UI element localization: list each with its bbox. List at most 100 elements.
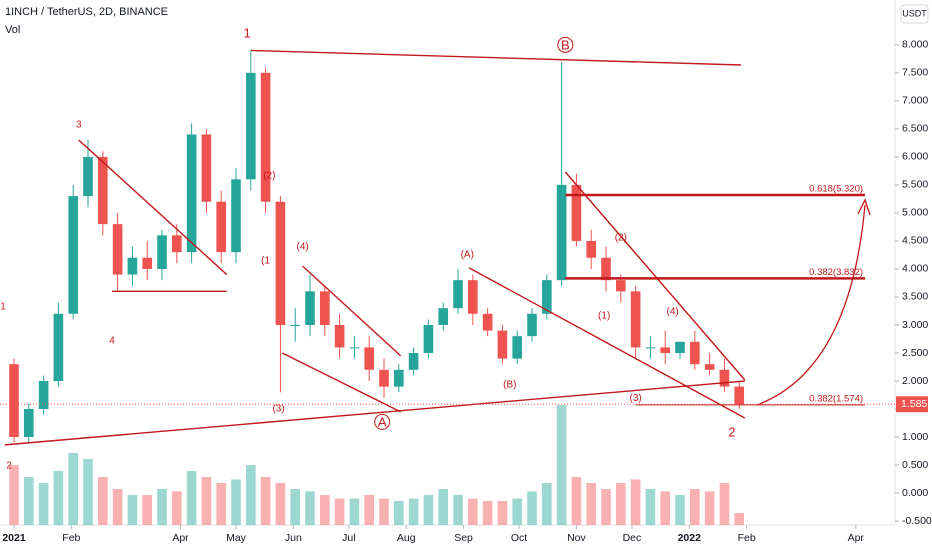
wave-label: (3) [630, 393, 642, 404]
currency-box[interactable] [900, 4, 929, 24]
candle-body [616, 280, 626, 292]
y-tick-label: 3.000 [902, 319, 928, 331]
wave-label: (4) [296, 242, 308, 253]
volume-bar [364, 495, 375, 525]
volume-layer [9, 405, 745, 525]
candle-body [112, 224, 123, 275]
y-tick-label: 4.000 [902, 263, 928, 275]
volume-bar [112, 489, 123, 525]
y-tick-label: 5.500 [902, 179, 928, 191]
volume-bar [497, 501, 508, 525]
candle-body [734, 386, 745, 405]
candle-body [364, 347, 375, 370]
candle-body [482, 313, 493, 331]
volume-bar [453, 495, 463, 525]
y-tick-label: 4.500 [902, 235, 928, 247]
wave-label: 3 [76, 119, 82, 130]
trendline [564, 171, 746, 381]
candle-body [231, 179, 241, 253]
wave-label: (1 [261, 256, 270, 267]
candle-body [9, 364, 19, 438]
candle-body [719, 369, 730, 387]
candle-body [512, 336, 523, 359]
volume-bar [675, 495, 685, 525]
volume-bar [571, 477, 582, 525]
y-tick-label: 0.000 [902, 487, 928, 499]
candle-body [68, 196, 79, 314]
candle-body [497, 330, 508, 359]
volume-bar [468, 498, 478, 525]
volume-bar [83, 459, 93, 525]
trendline [250, 49, 742, 66]
volume-bar [690, 489, 700, 525]
x-tick-label: Apr [848, 532, 865, 544]
volume-bar [68, 453, 79, 525]
x-tick-label: May [226, 532, 247, 544]
candle-body [571, 184, 582, 241]
wave-label: (3) [272, 404, 284, 415]
candle-body [97, 156, 108, 225]
candle-body [127, 257, 138, 275]
trendline [4, 380, 745, 446]
volume-bar [423, 495, 434, 525]
volume-bar [482, 501, 493, 525]
candle-layer [9, 50, 745, 443]
x-tick-label: 2021 [2, 532, 26, 544]
volume-bar [275, 483, 286, 525]
candle-body [394, 369, 404, 387]
candle-body [690, 341, 700, 365]
wave-label: (1) [598, 311, 610, 322]
volume-bar [260, 477, 271, 525]
volume-bar [704, 491, 715, 525]
volume-bar [53, 471, 64, 525]
volume-bar [171, 491, 182, 525]
y-tick-label: 6.500 [902, 123, 928, 135]
x-tick-label: Nov [567, 532, 586, 544]
volume-bar [616, 483, 626, 525]
wave-label: 4 [109, 336, 115, 347]
trendline [78, 139, 228, 276]
volume-bar [246, 465, 256, 525]
trendline [281, 352, 401, 413]
y-tick-label: -0.500 [902, 515, 932, 527]
volume-bar [231, 479, 241, 525]
candle-body [453, 280, 463, 309]
volume-bar [9, 465, 19, 525]
x-tick-label: Jun [285, 532, 302, 544]
x-tick-label: Sep [454, 532, 473, 544]
y-tick-label: 5.000 [902, 207, 928, 219]
last-price-tag [896, 396, 928, 413]
volume-bar [23, 477, 34, 525]
volume-bar [216, 483, 227, 525]
candle-body [408, 352, 419, 370]
currency-label[interactable]: USDT [902, 8, 927, 18]
volume-bar [127, 495, 138, 525]
volume-bar [512, 498, 523, 525]
y-tick-label: 2.500 [902, 347, 928, 359]
wave-label: 1 [243, 25, 250, 40]
candle-body [586, 240, 597, 258]
x-tick-label: Feb [738, 532, 756, 544]
x-tick-label: Apr [172, 532, 189, 544]
candle-body [349, 347, 360, 349]
projection-arrow [756, 204, 866, 406]
candle-body [423, 324, 434, 353]
x-tick-label: Aug [397, 532, 416, 544]
volume-bar [186, 471, 197, 525]
volume-bar [394, 501, 404, 525]
last-price-label: 1.585 [901, 398, 927, 410]
volume-bar [719, 483, 730, 525]
candle-body [379, 369, 389, 387]
volume-bar [527, 491, 537, 525]
wave-label: (A) [461, 249, 474, 260]
volume-bar [142, 495, 153, 525]
candle-body [260, 72, 271, 202]
volume-bar [97, 477, 108, 525]
volume-bar [645, 489, 656, 525]
volume-bar [734, 513, 745, 525]
wave-label: 2 [728, 424, 735, 439]
wave-circle [374, 413, 391, 430]
chart-title: 1INCH / TetherUS, 2D, BINANCE [5, 6, 168, 18]
